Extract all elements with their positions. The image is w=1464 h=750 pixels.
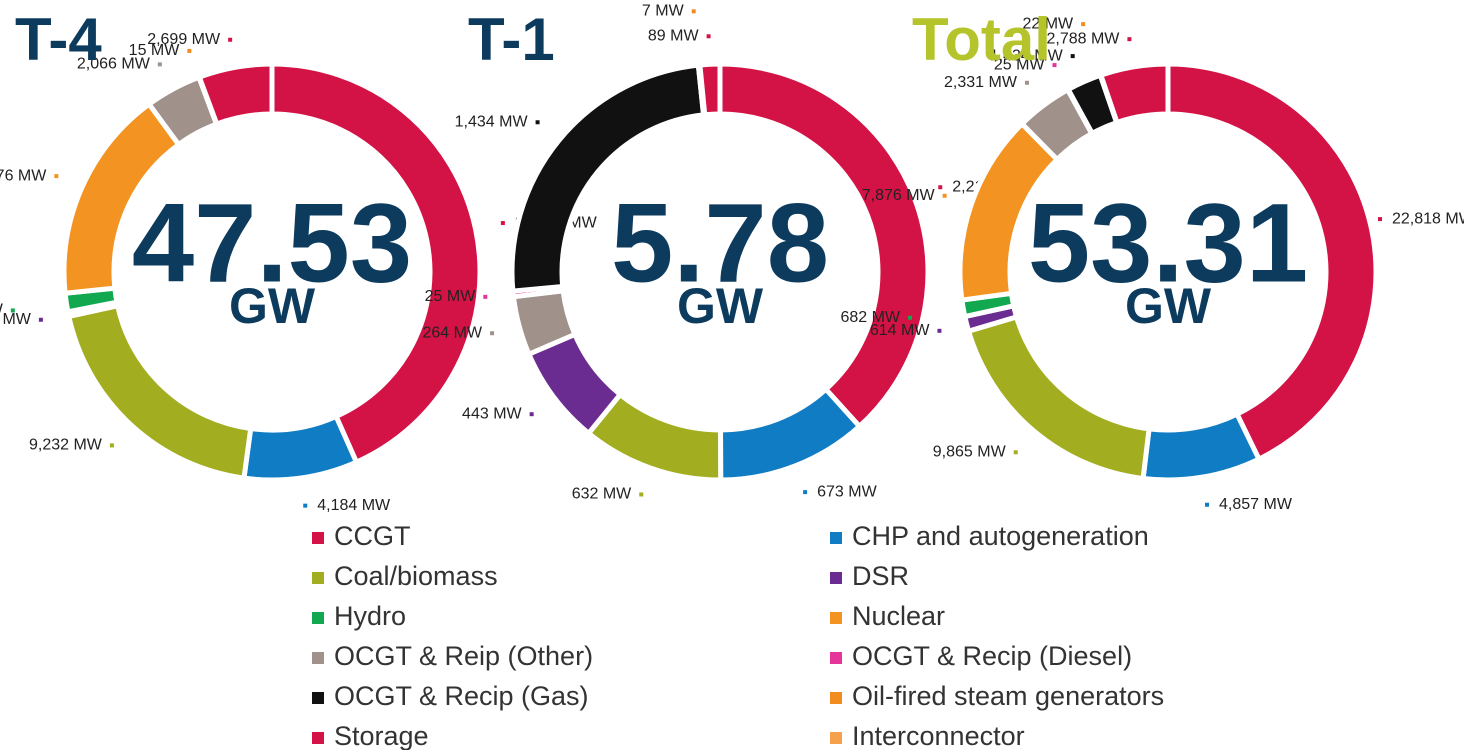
label-marker [908, 315, 913, 320]
label-marker [942, 193, 947, 198]
center-value: 47.53 [132, 181, 412, 306]
label-marker [1127, 37, 1132, 42]
label-marker [303, 503, 308, 508]
center-unit: GW [677, 278, 764, 334]
label-marker [38, 317, 43, 322]
label-marker [157, 62, 162, 67]
label-marker [1024, 80, 1029, 85]
chart-title: T-1 [468, 6, 555, 73]
value-label: 264 MW [423, 324, 483, 341]
value-label: 2,331 MW [944, 74, 1018, 91]
center-unit: GW [229, 278, 316, 334]
label-marker [500, 221, 505, 226]
value-label: 632 MW [572, 486, 632, 503]
donut-segment [717, 61, 931, 430]
value-label: 1,434 MW [455, 113, 529, 130]
value-label: 4,857 MW [1219, 496, 1293, 513]
legend-swatch [312, 532, 324, 544]
legend-label: Interconnector [852, 721, 1025, 750]
legend-swatch [830, 732, 842, 744]
value-label: 2,788 MW [1046, 30, 1120, 47]
legend-label: Storage [334, 721, 429, 750]
label-marker [706, 34, 711, 39]
center-value: 5.78 [611, 181, 829, 306]
legend-label: CCGT [334, 521, 411, 551]
value-label: 682 MW [840, 309, 900, 326]
legend-label: Oil-fired steam generators [852, 681, 1164, 711]
legend-label: DSR [852, 561, 909, 591]
value-label: 171 MW [0, 311, 32, 328]
legend-label: Hydro [334, 601, 406, 631]
donut-segment [697, 61, 723, 118]
label-marker [529, 412, 534, 417]
legend-swatch [312, 612, 324, 624]
value-label: 4,184 MW [317, 497, 391, 514]
legend-label: OCGT & Recip (Diesel) [852, 641, 1132, 671]
label-marker [54, 174, 59, 179]
donut-segment [269, 61, 483, 466]
value-label: 443 MW [462, 405, 522, 422]
donut-segment [241, 413, 360, 483]
label-marker [1052, 63, 1057, 68]
value-label: 25 MW [425, 288, 477, 305]
label-marker [803, 490, 808, 495]
legend-swatch [312, 652, 324, 664]
legend-swatch [830, 692, 842, 704]
value-label: 7 MW [642, 3, 685, 20]
label-marker [490, 331, 495, 336]
donut-segment [718, 385, 863, 483]
label-marker [187, 48, 192, 53]
label-marker [639, 492, 644, 497]
legend-label: OCGT & Reip (Other) [334, 641, 593, 671]
chart-title: Total [912, 6, 1051, 73]
label-marker [1013, 450, 1018, 455]
label-marker [228, 37, 233, 42]
legend-label: CHP and autogeneration [852, 521, 1149, 551]
value-label: 2,066 MW [77, 56, 151, 73]
legend-swatch [830, 532, 842, 544]
value-label: 22,818 MW [1392, 210, 1464, 227]
legend-swatch [312, 692, 324, 704]
value-label: 673 MW [817, 483, 877, 500]
value-label: 89 MW [648, 27, 700, 44]
legend-label: OCGT & Recip (Gas) [334, 681, 589, 711]
legend-label: Coal/biomass [334, 561, 498, 591]
label-marker [109, 443, 114, 448]
legend-swatch [830, 572, 842, 584]
label-marker [691, 9, 696, 14]
value-label: 1,434 MW [990, 47, 1064, 64]
value-label: 9,865 MW [933, 444, 1007, 461]
value-label: 614 MW [870, 322, 930, 339]
value-label: 682 MW [0, 302, 4, 319]
value-label: 25 MW [994, 56, 1046, 73]
value-label: 15 MW [129, 42, 181, 59]
label-marker [1070, 54, 1075, 59]
donut-segment [1140, 410, 1263, 483]
label-marker [1205, 502, 1210, 507]
value-label: 7,876 MW [0, 167, 47, 184]
donut-segment [1097, 61, 1171, 126]
center-unit: GW [1125, 278, 1212, 334]
donut-segment [196, 61, 275, 128]
label-marker [10, 308, 15, 313]
label-marker [1081, 22, 1086, 27]
value-label: 22 MW [1022, 15, 1074, 32]
legend-swatch [312, 572, 324, 584]
value-label: 2,699 MW [147, 31, 221, 48]
center-value: 53.31 [1028, 181, 1308, 306]
value-label: 9,232 MW [29, 437, 103, 454]
legend-label: Nuclear [852, 601, 945, 631]
donut-segment [1165, 61, 1379, 463]
label-marker [937, 328, 942, 333]
legend-swatch [312, 732, 324, 744]
label-marker [938, 185, 943, 190]
legend-swatch [830, 612, 842, 624]
label-marker [535, 120, 540, 125]
value-label: 7,876 MW [862, 187, 936, 204]
label-marker [1378, 217, 1382, 222]
label-marker [483, 294, 488, 299]
legend-swatch [830, 652, 842, 664]
chart-title: T-4 [15, 6, 102, 73]
